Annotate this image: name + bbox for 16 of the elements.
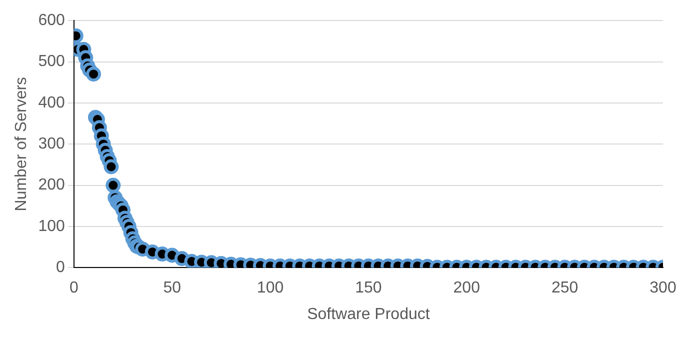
y-tick-label: 0 [56,259,65,276]
x-tick-label: 0 [69,280,78,297]
x-tick-label: 100 [256,280,284,297]
x-tick-label: 50 [163,280,182,297]
x-tick-label: 200 [453,280,480,297]
y-tick-label: 400 [38,94,65,112]
x-tick-label: 300 [650,280,676,297]
y-tick-label: 100 [38,218,65,235]
y-tick-label: 600 [38,12,65,30]
y-axis-title: Number of Servers [13,76,30,212]
x-tick-label: 250 [551,280,578,297]
y-tick-label: 200 [38,176,65,194]
x-axis-title: Software Product [307,306,430,323]
x-tick-label: 150 [355,280,382,297]
y-tick-label: 500 [38,53,65,70]
y-tick-label: 300 [38,136,65,153]
